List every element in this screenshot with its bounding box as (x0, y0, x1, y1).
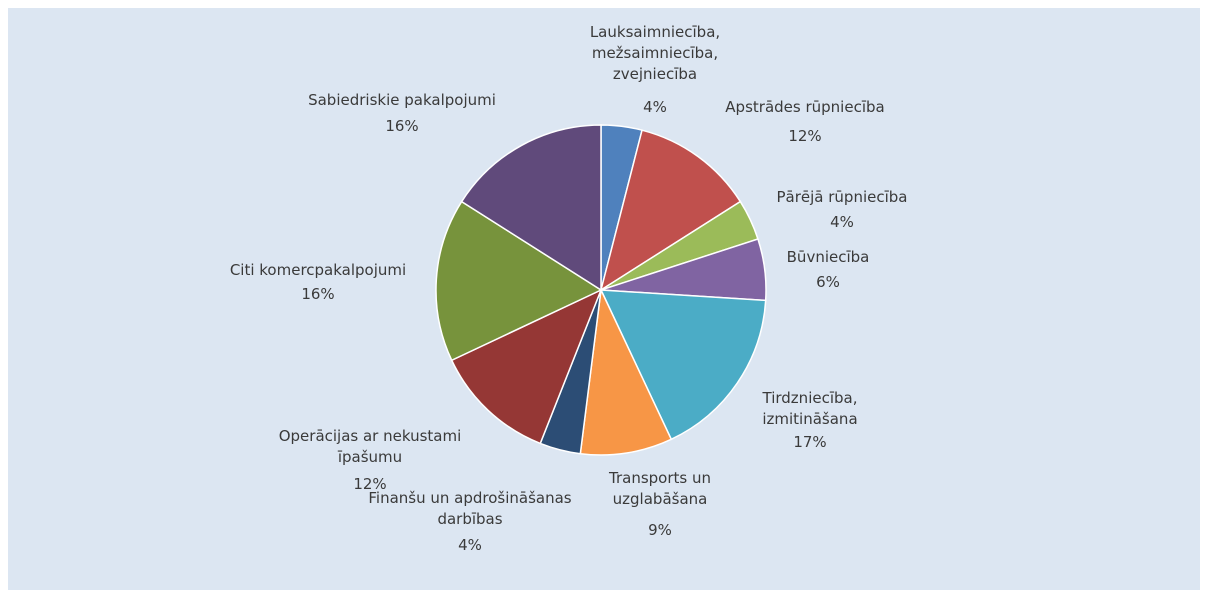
slice-percent: 4% (830, 213, 854, 231)
slice-label: Būvniecība (786, 248, 870, 266)
pie-slice (435, 200, 603, 362)
slice-label: Sabiedriskie pakalpojumi (308, 91, 496, 109)
slice-percent: 6% (816, 273, 840, 291)
pie-slice (579, 287, 673, 456)
pie-slice (599, 289, 767, 441)
slice-label: Finanšu un apdrošināšanas darbības (368, 489, 572, 528)
pie-slice (460, 124, 602, 292)
slice-label: Transports un uzglabāšana (609, 469, 711, 508)
slice-percent: 4% (458, 536, 482, 554)
pie-slice (450, 288, 603, 445)
slice-percent: 12% (353, 475, 387, 493)
pie-slice (599, 129, 742, 292)
slice-label: Pārējā rūpniecība (776, 188, 908, 206)
slice-percent: 12% (788, 127, 822, 145)
slice-label: Lauksaimniecība, mežsaimniecība, zvejnie… (589, 23, 721, 83)
slice-label: Apstrādes rūpniecība (725, 98, 885, 116)
slice-label: Operācijas ar nekustami īpašumu (278, 427, 462, 466)
slice-percent: 17% (793, 433, 827, 451)
slice-percent: 9% (648, 521, 672, 539)
slice-label: Tirdzniecība, izmitināšana (762, 389, 858, 428)
slice-label: Citi komercpakalpojumi (229, 261, 407, 279)
slice-percent: 16% (301, 285, 335, 303)
slice-percent: 4% (643, 98, 667, 116)
slice-percent: 16% (385, 117, 419, 135)
